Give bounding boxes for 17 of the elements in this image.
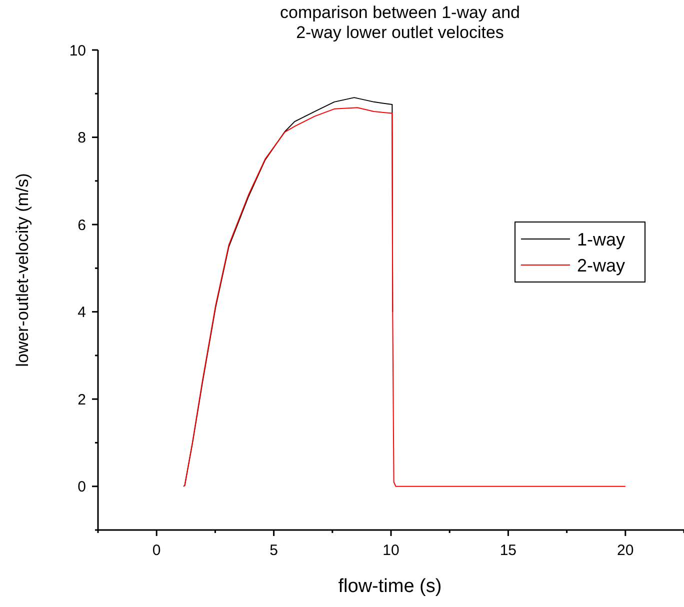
y-tick-label: 4 [78,304,86,322]
x-axis-title: flow-time (s) [338,576,442,597]
legend-label: 2-way [577,255,626,276]
y-tick-label: 8 [78,130,86,147]
y-tick-label: 10 [69,42,86,60]
x-tick-label: 5 [270,542,278,559]
x-tick-label: 15 [500,542,517,559]
y-tick-label: 2 [78,391,86,408]
chart-title: comparison between 1-way and 2-way lower outlet velocites [280,3,520,42]
x-tick-label: 10 [382,542,400,559]
line-series [183,107,626,487]
y-tick-label: 0 [78,478,86,496]
y-tick-label: 6 [78,216,86,234]
x-tick-label: 20 [617,542,634,559]
y-axis-title: lower-outlet-velocity (m/s) [13,173,32,367]
legend-label: 1-way [577,229,626,250]
x-tick-label: 0 [152,542,161,559]
